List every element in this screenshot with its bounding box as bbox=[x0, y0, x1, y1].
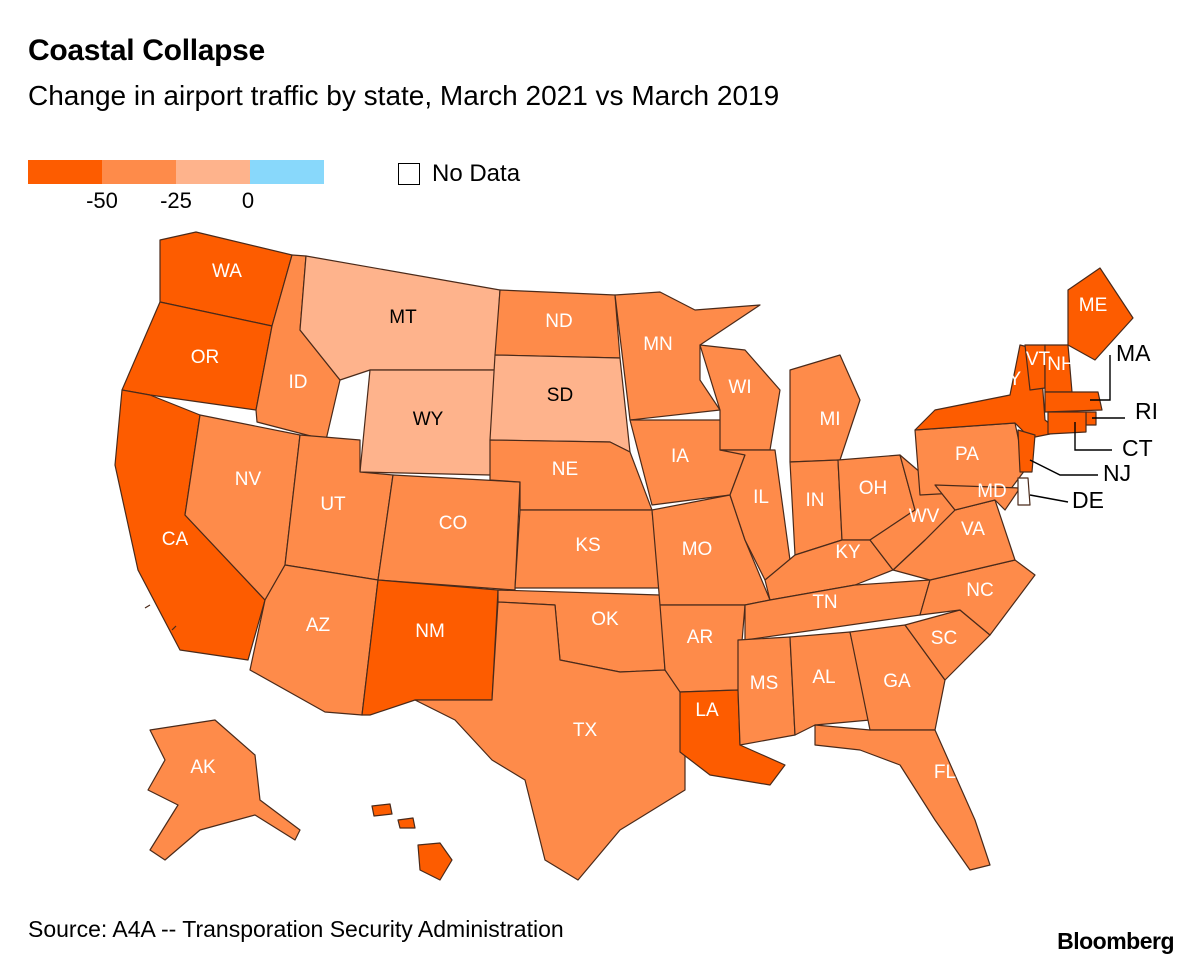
state-ct bbox=[1047, 411, 1087, 435]
callout-label-ma: MA bbox=[1116, 340, 1151, 366]
state-label-me: ME bbox=[1079, 295, 1108, 316]
state-label-fl: FL bbox=[934, 762, 956, 783]
callout-line-ma bbox=[1090, 355, 1111, 401]
state-tx bbox=[414, 601, 686, 881]
state-ga bbox=[849, 624, 946, 731]
state-label-nv: NV bbox=[235, 469, 262, 490]
state-label-ut: UT bbox=[320, 494, 346, 515]
state-hi-part-2 bbox=[397, 817, 416, 829]
bloomberg-logo: Bloomberg bbox=[1057, 928, 1174, 954]
state-label-vt: VT bbox=[1026, 349, 1051, 370]
state-me bbox=[1067, 267, 1134, 361]
state-label-ny: NY bbox=[995, 369, 1022, 390]
state-label-al: AL bbox=[812, 667, 835, 688]
state-label-nh: NH bbox=[1047, 354, 1074, 375]
state-label-az: AZ bbox=[306, 615, 331, 636]
state-label-ms: MS bbox=[750, 673, 779, 694]
state-label-ar: AR bbox=[687, 627, 713, 648]
state-label-ca: CA bbox=[162, 529, 189, 550]
state-ak bbox=[147, 719, 301, 861]
state-label-ky: KY bbox=[835, 542, 861, 563]
state-label-sc: SC bbox=[931, 628, 957, 649]
callout-line-nj bbox=[1029, 459, 1098, 476]
legend-swatch-below-50 bbox=[28, 160, 102, 184]
state-ms bbox=[737, 636, 796, 746]
state-label-nc: NC bbox=[966, 580, 993, 601]
state-de bbox=[1017, 477, 1031, 506]
callout-line-ct bbox=[1074, 422, 1112, 451]
state-label-md: MD bbox=[977, 481, 1007, 502]
legend-tick-minus-25: -25 bbox=[160, 188, 192, 213]
state-label-ga: GA bbox=[883, 671, 911, 692]
state-il bbox=[719, 449, 791, 581]
legend-swatch-above-0 bbox=[250, 160, 324, 184]
state-hi-part-1 bbox=[371, 803, 393, 817]
source-note: Source: A4A -- Transporation Security Ad… bbox=[28, 916, 564, 942]
state-ca-part-1 bbox=[144, 604, 151, 609]
callout-label-ct: CT bbox=[1122, 435, 1153, 461]
state-label-nd: ND bbox=[545, 311, 572, 332]
legend-tick-zero: 0 bbox=[241, 188, 255, 213]
state-nj bbox=[1017, 429, 1036, 473]
state-label-il: IL bbox=[753, 487, 769, 508]
state-label-ne: NE bbox=[552, 459, 578, 480]
state-mi bbox=[789, 354, 861, 463]
state-label-id: ID bbox=[289, 372, 308, 393]
state-ma bbox=[1044, 391, 1103, 413]
callout-label-nj: NJ bbox=[1103, 460, 1131, 486]
no-data-label: No Data bbox=[432, 160, 521, 187]
state-label-ok: OK bbox=[591, 609, 619, 630]
state-label-mo: MO bbox=[682, 539, 713, 560]
state-label-in: IN bbox=[806, 490, 825, 511]
chart-subtitle: Change in airport traffic by state, Marc… bbox=[28, 80, 780, 111]
legend-swatch-50-to-25 bbox=[102, 160, 176, 184]
no-data-swatch bbox=[398, 163, 420, 185]
state-ar bbox=[659, 604, 746, 693]
state-label-oh: OH bbox=[859, 478, 888, 499]
state-fl bbox=[814, 724, 991, 871]
state-label-wa: WA bbox=[212, 261, 242, 282]
state-label-co: CO bbox=[439, 513, 468, 534]
state-ca-part-2 bbox=[171, 625, 177, 631]
state-label-wv: WV bbox=[909, 506, 940, 527]
state-label-pa: PA bbox=[955, 444, 979, 465]
state-label-tn: TN bbox=[812, 592, 837, 613]
state-label-nm: NM bbox=[415, 621, 445, 642]
state-label-ia: IA bbox=[671, 446, 689, 467]
state-label-va: VA bbox=[961, 519, 985, 540]
state-label-mt: MT bbox=[389, 307, 417, 328]
state-md bbox=[934, 484, 1021, 511]
state-label-wi: WI bbox=[728, 377, 751, 398]
callout-label-ri: RI bbox=[1135, 398, 1158, 424]
no-data-legend: No Data bbox=[398, 160, 520, 188]
legend-tick-minus-50: -50 bbox=[86, 188, 118, 213]
color-legend bbox=[28, 160, 324, 184]
state-label-wy: WY bbox=[413, 409, 444, 430]
chart-title: Coastal Collapse bbox=[28, 34, 265, 67]
callout-label-de: DE bbox=[1072, 487, 1104, 513]
state-nm bbox=[361, 579, 499, 716]
state-label-sd: SD bbox=[547, 385, 573, 406]
state-ca bbox=[114, 389, 266, 661]
state-hi bbox=[417, 842, 453, 881]
state-label-ks: KS bbox=[575, 535, 600, 556]
state-label-ak: AK bbox=[190, 757, 216, 778]
state-al bbox=[789, 631, 871, 736]
state-label-mn: MN bbox=[643, 334, 673, 355]
state-label-mi: MI bbox=[819, 409, 840, 430]
legend-swatch-25-to-0 bbox=[176, 160, 250, 184]
state-label-tx: TX bbox=[573, 720, 598, 741]
state-label-la: LA bbox=[695, 700, 719, 721]
callout-line-de bbox=[1029, 494, 1069, 503]
state-label-or: OR bbox=[191, 347, 220, 368]
